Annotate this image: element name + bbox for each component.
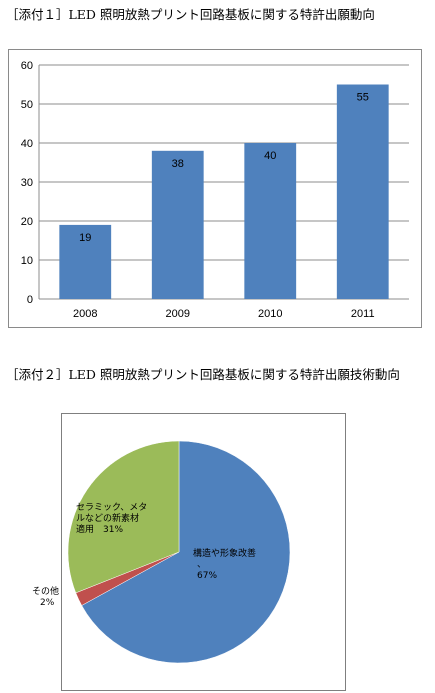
y-tick-label: 30	[21, 177, 33, 189]
pie-slice-label: その他	[32, 585, 59, 597]
y-tick-label: 50	[21, 99, 33, 111]
bar-data-label: 38	[172, 158, 184, 170]
bar-chart: 0 10 20 30 40 50 60 19 2008 38 2009 40 2010 55 2011	[8, 49, 422, 328]
pie-chart: 構造や形象改善、 67% その他 2% セラミック、メタ ルなどの新素材 適用 31%	[32, 413, 346, 691]
bar-data-label: 55	[357, 92, 369, 104]
bar-chart-svg: 0 10 20 30 40 50 60 19 2008 38 2009 40 2010 55 2011	[21, 60, 409, 320]
y-tick-label: 40	[21, 138, 33, 150]
bar	[336, 84, 389, 299]
chart2-caption: ［添付２］LED 照明放熱プリント回路基板に関する特許出願技術動向	[6, 367, 400, 382]
pie-slice-label: ルなどの新素材	[76, 512, 139, 524]
x-tick-label: 2011	[351, 308, 375, 320]
pie-slice-label: 構造や形象改善	[193, 547, 256, 559]
y-tick-label: 0	[27, 294, 33, 306]
bar-data-label: 40	[264, 150, 276, 162]
pie-slice-label: 適用 31%	[76, 523, 123, 535]
bar	[244, 143, 297, 299]
pie-slice-label: セラミック、メタ	[76, 502, 147, 513]
pie-slice-label: 67%	[197, 571, 217, 581]
pie-slice-label: 2%	[40, 598, 55, 608]
bar-data-label: 19	[79, 232, 91, 244]
x-tick-label: 2009	[166, 308, 190, 320]
pie-slice	[67, 440, 180, 594]
x-tick-label: 2010	[258, 308, 282, 320]
bar	[59, 224, 112, 299]
chart1-caption: ［添付１］LED 照明放熱プリント回路基板に関する特許出願動向	[6, 7, 375, 22]
y-tick-label: 60	[21, 60, 33, 72]
pie-slice	[81, 440, 291, 664]
y-tick-label: 20	[21, 216, 33, 228]
pie-slice-label: 、	[197, 560, 206, 570]
x-tick-label: 2008	[73, 308, 97, 320]
bar	[151, 150, 204, 299]
y-tick-label: 10	[21, 255, 33, 267]
